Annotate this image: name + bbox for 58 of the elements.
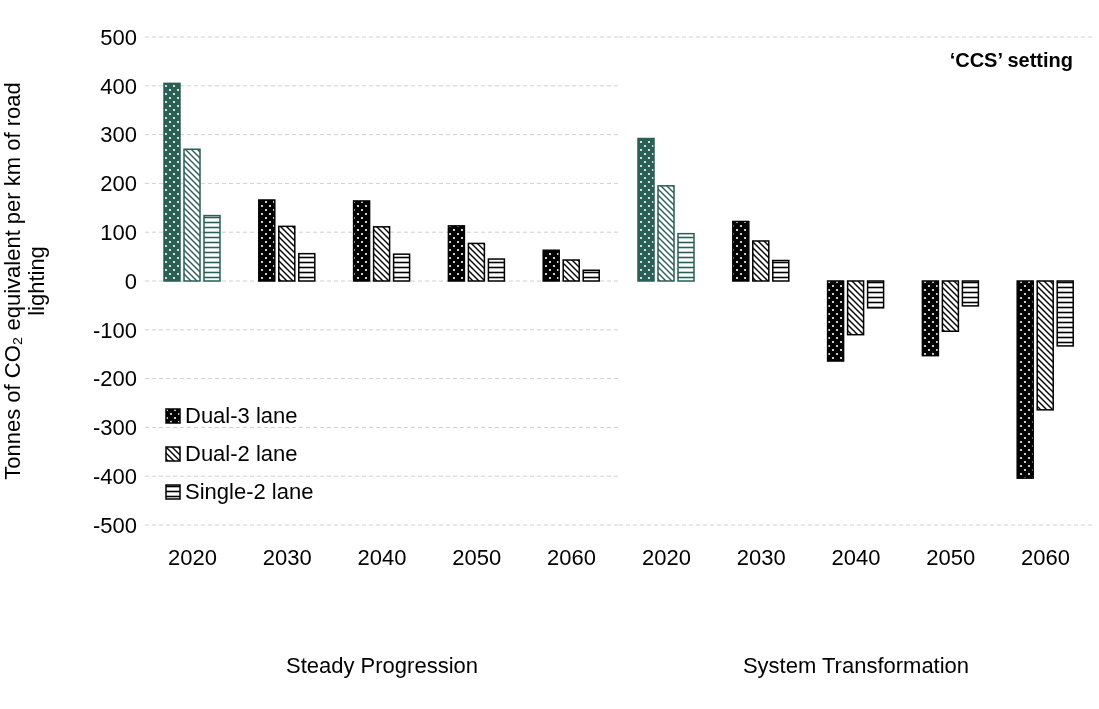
x-axis-title: Steady Progression (286, 653, 478, 678)
bar (732, 220, 750, 282)
x-axis-title: System Transformation (742, 653, 970, 678)
bar (1036, 280, 1054, 411)
bar (752, 240, 770, 282)
bar (467, 242, 486, 282)
bar (203, 214, 221, 282)
x-tick-label: 2060 (1021, 544, 1071, 570)
bar (1016, 280, 1034, 479)
bar (772, 259, 790, 282)
bar (258, 199, 276, 282)
bar (542, 249, 560, 282)
bar (298, 252, 316, 282)
bar (447, 225, 466, 282)
x-tick-label: 2030 (736, 544, 786, 570)
legend-label: Dual-3 lane (185, 403, 298, 429)
bar (163, 82, 181, 282)
y-tick-label: -200 (92, 366, 137, 392)
bar (846, 280, 865, 336)
bar (487, 258, 506, 282)
legend-label: Single-2 lane (185, 479, 314, 505)
y-tick-label: 100 (100, 220, 137, 246)
bar (941, 280, 960, 333)
y-tick-label: 400 (100, 73, 137, 99)
bar (372, 226, 391, 282)
bar (961, 280, 980, 307)
x-tick-label: 2050 (926, 544, 976, 570)
y-tick-label: 0 (124, 268, 137, 294)
bar (921, 280, 940, 357)
bar (392, 253, 411, 282)
x-tick-label: 2060 (547, 544, 597, 570)
y-tick-label: -400 (92, 464, 137, 490)
legend-label: Dual-2 lane (185, 441, 298, 467)
y-tick-label: -500 (92, 512, 137, 538)
x-tick-label: 2020 (167, 544, 217, 570)
bar (657, 185, 675, 282)
x-tick-label: 2020 (641, 544, 691, 570)
bar (278, 225, 296, 282)
y-tick-label: -100 (92, 317, 137, 343)
bar (866, 280, 885, 309)
y-tick-label: -300 (92, 415, 137, 441)
bar (677, 232, 695, 282)
bar (352, 200, 371, 282)
bar (562, 259, 580, 282)
annotation: ‘CCS’ setting (949, 49, 1073, 71)
y-axis-title: Tonnes of CO₂ equivalent per km of road lighting (0, 82, 49, 480)
y-tick-label: 300 (100, 122, 137, 148)
bar (582, 269, 600, 282)
x-tick-label: 2040 (357, 544, 407, 570)
y-tick-label: 200 (100, 171, 137, 197)
x-tick-label: 2050 (452, 544, 502, 570)
x-tick-label: 2040 (831, 544, 881, 570)
bar (1056, 280, 1074, 347)
x-tick-label: 2030 (262, 544, 312, 570)
bar (637, 137, 655, 282)
y-tick-label: 500 (100, 24, 137, 50)
bar (183, 148, 201, 282)
bar (826, 280, 845, 362)
